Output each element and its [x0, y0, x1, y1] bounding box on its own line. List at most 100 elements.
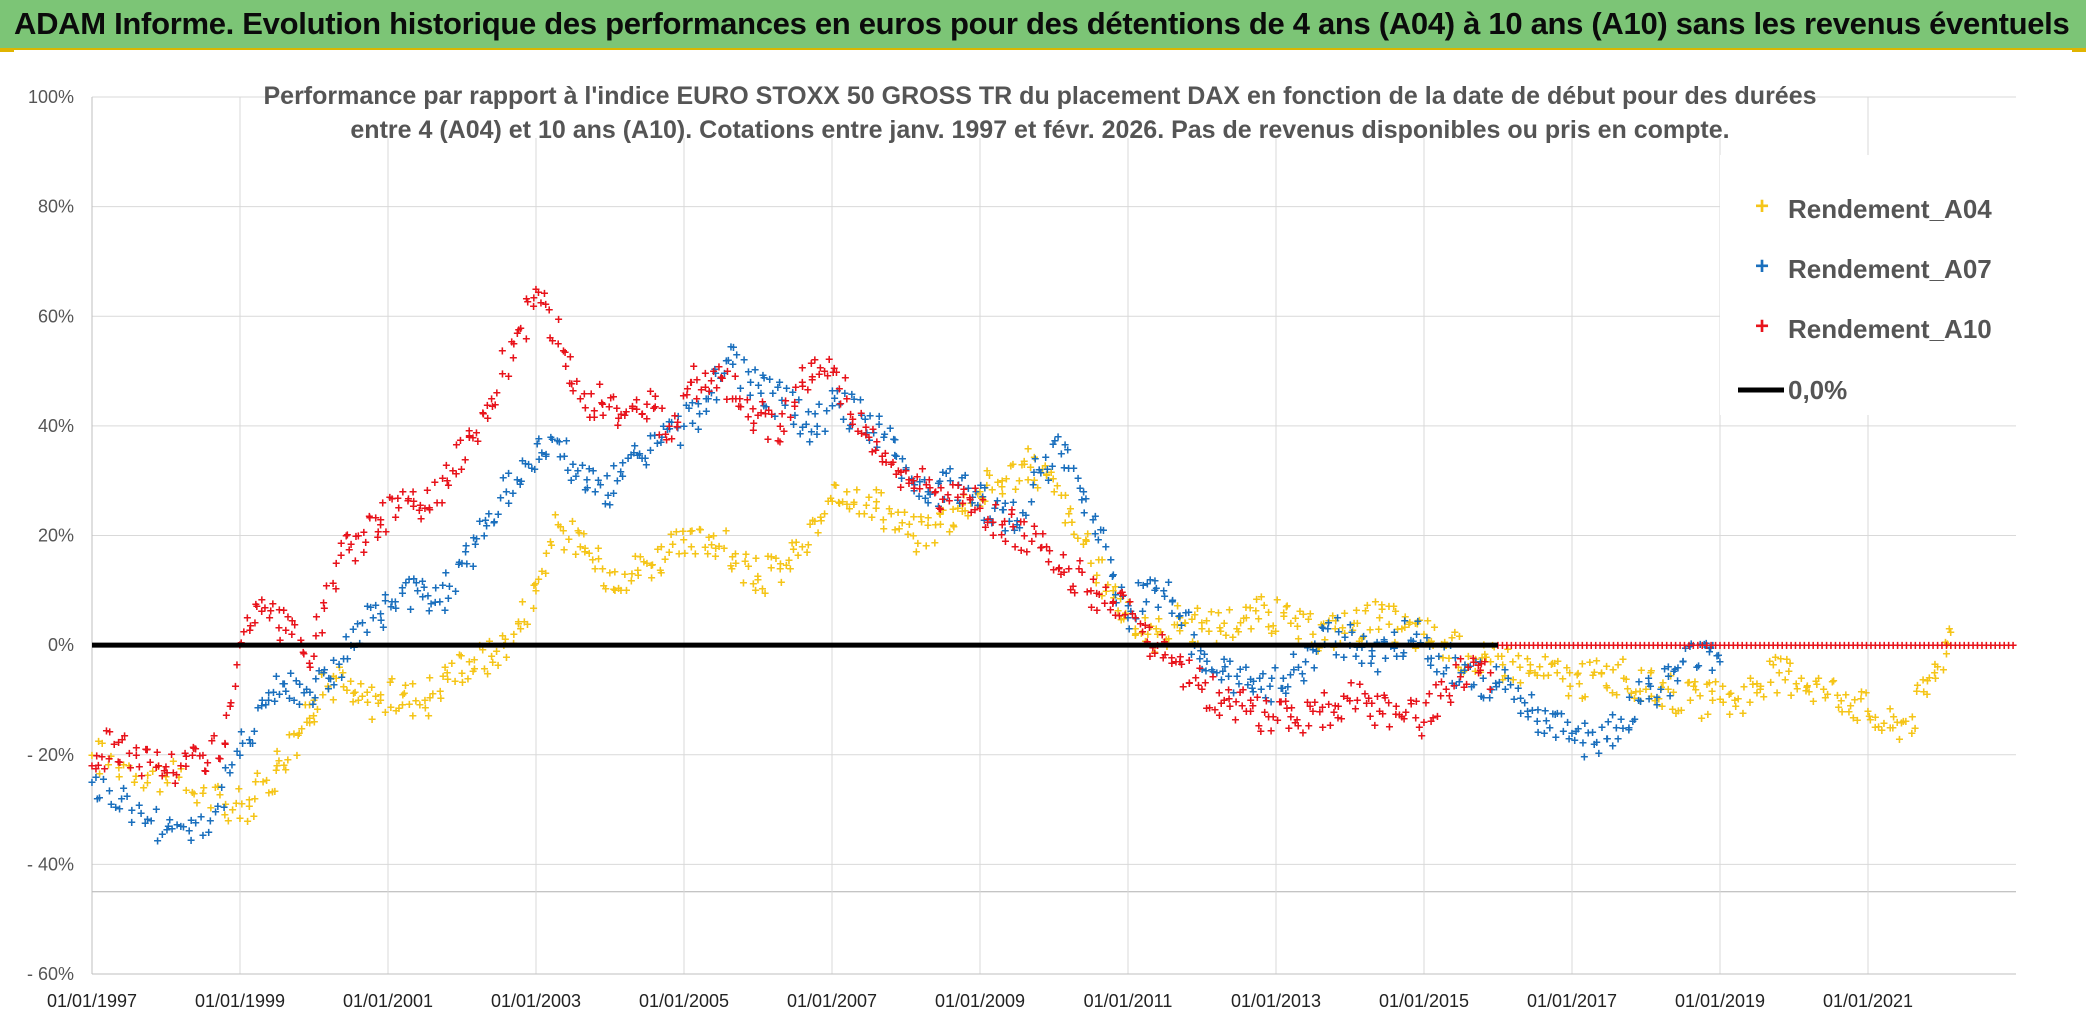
data-point-fill: +: [1547, 656, 1555, 672]
data-point-fill: +: [1061, 487, 1069, 503]
data-point-fill: +: [1897, 714, 1905, 730]
data-point: +: [525, 456, 533, 472]
data-point-fill: +: [1427, 657, 1435, 673]
data-point-fill: +: [318, 624, 326, 640]
data-point: +: [354, 528, 362, 544]
data-point-flat: +: [1765, 637, 1773, 653]
data-point-fill: +: [937, 479, 945, 495]
data-point: +: [554, 336, 562, 352]
data-point-fill: +: [438, 494, 446, 510]
data-point: +: [902, 462, 910, 478]
data-point-fill: +: [1162, 631, 1170, 647]
data-point-fill: +: [1011, 539, 1019, 555]
data-point-flat: +: [1689, 637, 1697, 653]
data-point-fill: +: [479, 406, 487, 422]
data-point-fill: +: [1501, 668, 1509, 684]
data-point-fill: +: [638, 406, 646, 422]
data-point-fill: +: [1746, 694, 1754, 710]
data-point-flat: +: [1623, 637, 1631, 653]
data-point-flat: +: [1574, 637, 1582, 653]
data-point-fill: +: [1366, 621, 1374, 637]
data-point-fill: +: [924, 517, 932, 533]
data-point-fill: +: [619, 454, 627, 470]
data-point-fill: +: [1625, 689, 1633, 705]
data-point-fill: +: [1120, 610, 1128, 626]
legend-marker-a07: +: [1755, 253, 1769, 280]
data-point-fill: +: [318, 666, 326, 682]
data-point-fill: +: [166, 812, 174, 828]
data-point-fill: +: [298, 720, 306, 736]
data-point-fill: +: [1260, 597, 1268, 613]
data-point-fill: +: [676, 437, 684, 453]
data-point-fill: +: [1119, 588, 1127, 604]
data-point-fill: +: [829, 364, 837, 380]
data-point-fill: +: [966, 492, 974, 508]
data-point-fill: +: [1356, 676, 1364, 692]
data-point-fill: +: [421, 700, 429, 716]
data-point-flat: +: [1933, 637, 1941, 653]
data-point-fill: +: [395, 500, 403, 516]
data-point-fill: +: [568, 376, 576, 392]
data-point-fill: +: [1406, 614, 1414, 630]
data-point-fill: +: [1300, 673, 1308, 689]
data-point-fill: +: [1732, 698, 1740, 714]
data-point-fill: +: [488, 398, 496, 414]
data-point-fill: +: [1070, 460, 1078, 476]
data-point-flat: +: [1507, 637, 1515, 653]
data-point-fill: +: [181, 745, 189, 761]
data-point-fill: +: [412, 574, 420, 590]
data-point-fill: +: [1693, 659, 1701, 675]
data-point-fill: +: [1009, 494, 1017, 510]
data-point-fill: +: [208, 733, 216, 749]
data-point-fill: +: [728, 561, 736, 577]
data-point-fill: +: [1029, 477, 1037, 493]
data-point-fill: +: [778, 406, 786, 422]
x-tick-label: 01/01/2005: [639, 991, 729, 1011]
legend-label-a04: Rendement_A04: [1788, 194, 1992, 224]
data-point-fill: +: [95, 790, 103, 806]
data-point-flat: +: [1534, 637, 1542, 653]
data-point-fill: +: [1287, 699, 1295, 715]
data-point-fill: +: [1286, 667, 1294, 683]
data-point-fill: +: [1111, 578, 1119, 594]
data-point-fill: +: [1697, 710, 1705, 726]
data-point-fill: +: [1692, 682, 1700, 698]
data-point-fill: +: [470, 651, 478, 667]
data-point-fill: +: [672, 524, 680, 540]
data-point-fill: +: [290, 726, 298, 742]
data-point-fill: +: [1231, 711, 1239, 727]
data-point-fill: +: [312, 627, 320, 643]
data-point: +: [229, 802, 237, 818]
data-point: +: [1242, 703, 1250, 719]
data-point-fill: +: [1325, 696, 1333, 712]
data-point-fill: +: [765, 402, 773, 418]
data-point-fill: +: [189, 739, 197, 755]
data-point-fill: +: [1202, 662, 1210, 678]
data-point-fill: +: [1378, 601, 1386, 617]
data-point-fill: +: [832, 477, 840, 493]
data-point-fill: +: [1049, 470, 1057, 486]
data-point-fill: +: [287, 665, 295, 681]
data-point-fill: +: [715, 538, 723, 554]
data-point-fill: +: [759, 367, 767, 383]
data-point-fill: +: [376, 606, 384, 622]
data-point-fill: +: [711, 361, 719, 377]
data-point-fill: +: [1332, 613, 1340, 629]
data-point-fill: +: [737, 399, 745, 415]
data-point-fill: +: [1714, 647, 1722, 663]
data-point-fill: +: [1201, 674, 1209, 690]
data-point-fill: +: [1433, 663, 1441, 679]
data-point: +: [798, 374, 806, 390]
data-point-fill: +: [634, 562, 642, 578]
data-point-fill: +: [1051, 433, 1059, 449]
data-point-fill: +: [776, 433, 784, 449]
data-point-fill: +: [1132, 610, 1140, 626]
data-point-fill: +: [222, 707, 230, 723]
data-point-fill: +: [1478, 650, 1486, 666]
data-point-fill: +: [1477, 688, 1485, 704]
data-point-fill: +: [917, 509, 925, 525]
data-point: +: [162, 769, 170, 785]
data-point-fill: +: [924, 495, 932, 511]
data-point-fill: +: [711, 548, 719, 564]
data-point: +: [1731, 692, 1739, 708]
